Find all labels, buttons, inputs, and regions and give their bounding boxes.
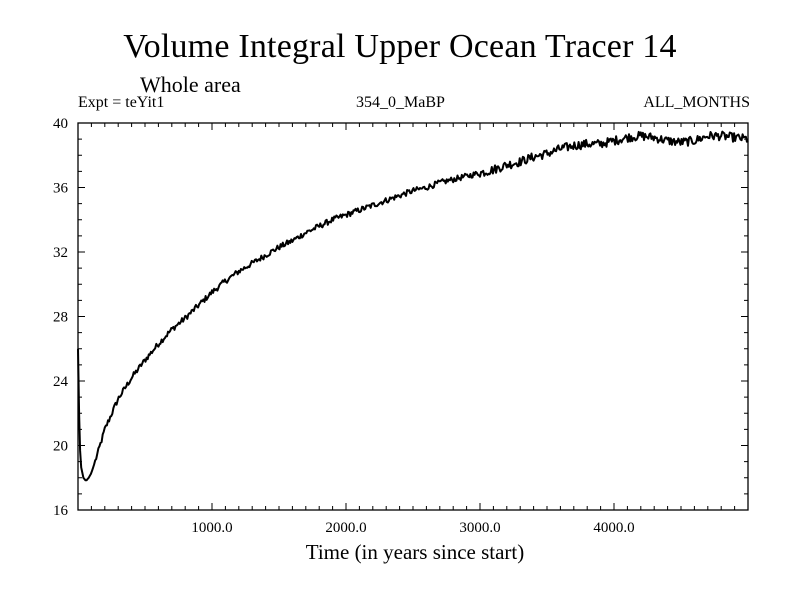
x-tick-label: 1000.0	[191, 520, 232, 536]
y-tick-label: 32	[53, 245, 68, 261]
y-tick-label: 24	[53, 374, 69, 390]
y-tick-label: 16	[53, 503, 69, 519]
plot-frame	[77, 122, 749, 511]
y-tick-label: 28	[53, 310, 68, 326]
x-tick-label: 3000.0	[459, 520, 500, 536]
x-tick-label: 4000.0	[593, 520, 634, 536]
y-tick-label: 20	[53, 439, 68, 455]
experiment-label: Expt = teYit1	[78, 94, 165, 111]
y-tick-label: 40	[53, 116, 68, 132]
series-line-tracer14	[77, 130, 749, 482]
y-tick-label: 36	[53, 181, 69, 197]
chart-subtitle: Whole area	[140, 72, 241, 97]
run-label: 354_0_MaBP	[356, 94, 445, 111]
chart-title: Volume Integral Upper Ocean Tracer 14	[123, 28, 677, 65]
x-axis-label: Time (in years since start)	[305, 540, 525, 564]
months-label: ALL_MONTHS	[643, 94, 750, 111]
x-tick-label: 2000.0	[325, 520, 366, 536]
